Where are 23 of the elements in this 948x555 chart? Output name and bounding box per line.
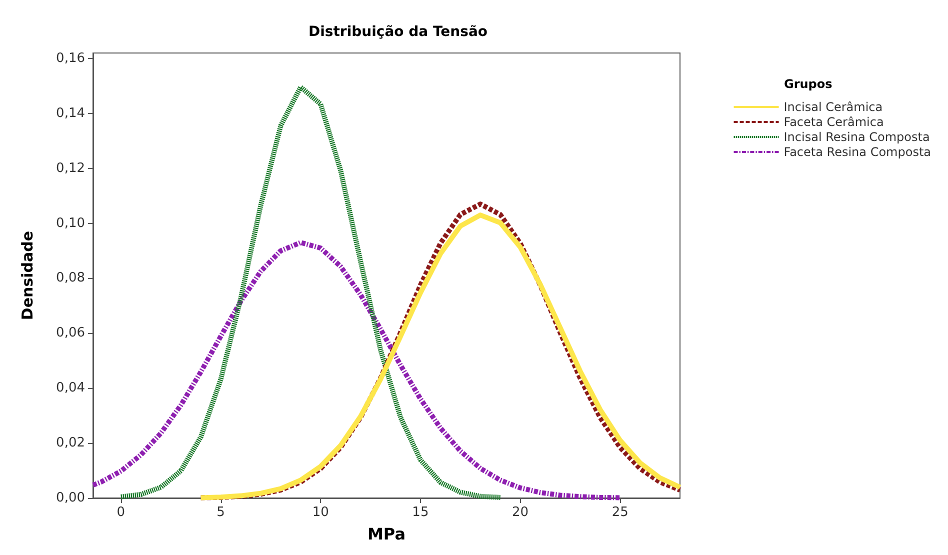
x-tick-label: 20 [512, 505, 529, 520]
x-tick-label: 15 [412, 505, 429, 520]
x-tick-label: 0 [116, 505, 126, 520]
x-tick-label: 5 [216, 505, 225, 520]
y-tick-label: 0,12 [56, 160, 85, 176]
y-tick-label: 0,10 [56, 216, 85, 231]
x-tick-label: 10 [312, 505, 329, 520]
y-tick-label: 0,02 [56, 436, 85, 451]
legend-label: Incisal Resina Composta [784, 130, 930, 144]
y-tick-label: 0,00 [56, 490, 85, 506]
legend-label: Incisal Cerâmica [784, 100, 883, 114]
y-tick-label: 0,04 [56, 380, 85, 396]
y-tick-label: 0,16 [56, 50, 85, 66]
legend-title: Grupos [784, 77, 832, 91]
y-axis-title: Densidade [18, 230, 36, 320]
y-tick-label: 0,14 [56, 106, 85, 121]
legend-label: Faceta Cerâmica [784, 115, 884, 129]
x-axis-title: MPa [367, 524, 406, 544]
legend-label: Faceta Resina Composta [784, 145, 932, 159]
chart-title: Distribuição da Tensão [308, 24, 488, 40]
x-tick-label: 25 [612, 505, 628, 520]
y-tick-label: 0,06 [56, 326, 85, 341]
y-tick-label: 0,08 [56, 270, 85, 286]
